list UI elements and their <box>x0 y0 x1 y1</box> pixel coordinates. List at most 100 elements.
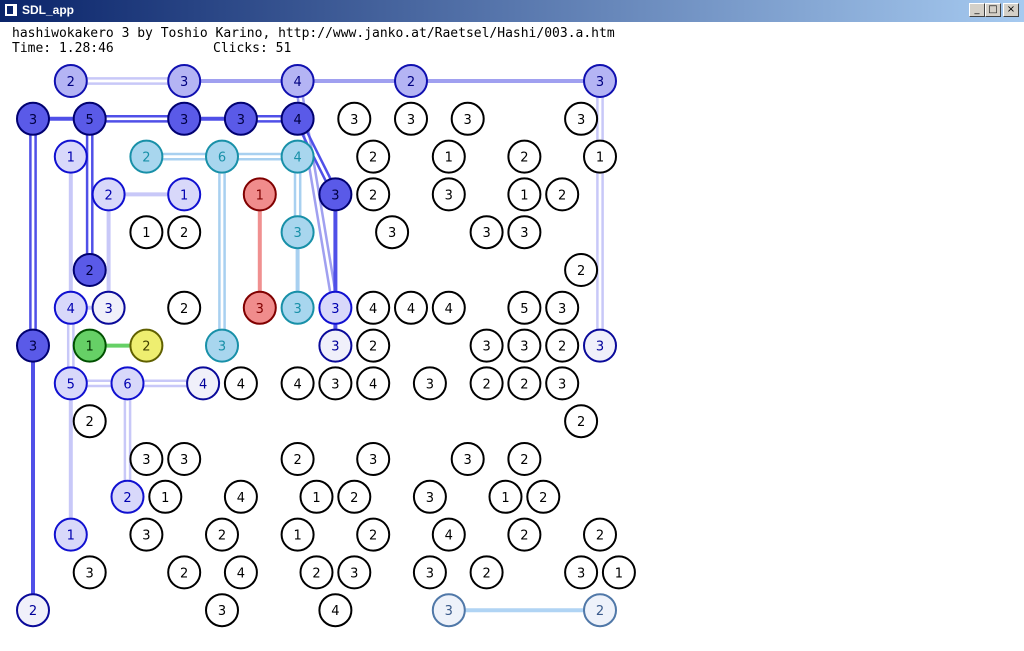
island-81[interactable]: 1 <box>299 479 334 514</box>
island-51[interactable]: 2 <box>129 328 164 363</box>
island-106[interactable]: 3 <box>431 593 466 628</box>
island-65[interactable]: 4 <box>356 366 391 401</box>
island-36[interactable]: 2 <box>72 253 107 287</box>
close-button[interactable]: × <box>1003 3 1019 17</box>
island-30[interactable]: 1 <box>129 215 164 250</box>
island-75[interactable]: 3 <box>356 442 391 476</box>
island-45[interactable]: 4 <box>394 290 428 325</box>
island-85[interactable]: 2 <box>526 479 561 514</box>
island-10[interactable]: 3 <box>337 101 372 136</box>
island-50[interactable]: 1 <box>72 328 107 363</box>
island-70[interactable]: 2 <box>72 404 107 439</box>
island-74[interactable]: 2 <box>280 442 315 476</box>
island-34[interactable]: 3 <box>469 215 504 250</box>
island-3[interactable]: 2 <box>394 64 428 98</box>
island-58[interactable]: 3 <box>583 328 617 363</box>
island-94[interactable]: 3 <box>72 555 107 590</box>
island-90[interactable]: 2 <box>356 517 391 552</box>
bridge-10[interactable] <box>29 118 37 346</box>
bridge-28[interactable] <box>123 383 132 497</box>
island-35[interactable]: 3 <box>507 215 542 250</box>
island-23[interactable]: 1 <box>167 177 202 212</box>
island-40[interactable]: 2 <box>167 290 202 325</box>
island-2[interactable]: 4 <box>280 64 315 98</box>
island-9[interactable]: 4 <box>280 101 315 136</box>
island-79[interactable]: 1 <box>148 479 183 514</box>
island-33[interactable]: 3 <box>375 215 410 250</box>
island-96[interactable]: 4 <box>223 555 258 590</box>
island-48[interactable]: 3 <box>545 290 580 325</box>
island-105[interactable]: 4 <box>318 593 353 628</box>
island-76[interactable]: 3 <box>450 442 485 476</box>
island-29[interactable]: 2 <box>545 177 580 212</box>
island-72[interactable]: 3 <box>129 442 164 476</box>
island-44[interactable]: 4 <box>356 290 391 325</box>
island-4[interactable]: 3 <box>583 64 617 98</box>
bridge-11[interactable] <box>85 118 94 270</box>
island-89[interactable]: 1 <box>280 517 315 552</box>
minimize-button[interactable]: _ <box>969 3 985 17</box>
island-67[interactable]: 2 <box>469 366 504 401</box>
island-19[interactable]: 1 <box>431 139 466 174</box>
island-16[interactable]: 6 <box>205 139 239 174</box>
puzzle-board[interactable]: 2 3 4 2 3 3 5 3 3 4 3 3 3 3 1 2 6 4 2 1 2 1 2 1 1 3 2 3 1 2 1 2 3 3 3 3 2 2 4 3… <box>0 22 1024 651</box>
island-98[interactable]: 3 <box>337 555 372 590</box>
island-102[interactable]: 1 <box>601 555 636 590</box>
island-42[interactable]: 3 <box>280 290 315 325</box>
island-73[interactable]: 3 <box>167 442 202 476</box>
island-52[interactable]: 3 <box>205 328 239 363</box>
island-104[interactable]: 3 <box>205 593 239 628</box>
island-83[interactable]: 3 <box>412 479 447 514</box>
island-39[interactable]: 3 <box>91 290 126 325</box>
island-5[interactable]: 3 <box>16 101 50 136</box>
island-101[interactable]: 3 <box>564 555 599 590</box>
island-61[interactable]: 4 <box>186 366 221 401</box>
island-82[interactable]: 2 <box>337 479 372 514</box>
island-14[interactable]: 1 <box>53 139 88 174</box>
island-12[interactable]: 3 <box>450 101 485 136</box>
island-21[interactable]: 1 <box>583 139 617 174</box>
island-84[interactable]: 1 <box>488 479 523 514</box>
island-7[interactable]: 3 <box>167 101 202 136</box>
island-66[interactable]: 3 <box>412 366 447 401</box>
island-31[interactable]: 2 <box>167 215 202 250</box>
island-60[interactable]: 6 <box>110 366 145 401</box>
island-57[interactable]: 2 <box>545 328 580 363</box>
island-87[interactable]: 3 <box>129 517 164 552</box>
island-27[interactable]: 3 <box>431 177 466 212</box>
island-49[interactable]: 3 <box>16 328 50 363</box>
island-97[interactable]: 2 <box>299 555 334 590</box>
island-62[interactable]: 4 <box>223 366 258 401</box>
island-28[interactable]: 1 <box>507 177 542 212</box>
island-8[interactable]: 3 <box>223 101 258 136</box>
island-0[interactable]: 2 <box>53 64 88 98</box>
island-15[interactable]: 2 <box>129 139 164 174</box>
island-68[interactable]: 2 <box>507 366 542 401</box>
bridge-5[interactable] <box>596 81 604 346</box>
island-6[interactable]: 5 <box>72 101 107 136</box>
island-71[interactable]: 2 <box>564 404 599 439</box>
island-17[interactable]: 4 <box>280 139 315 174</box>
island-41[interactable]: 3 <box>242 290 277 325</box>
title-bar[interactable]: SDL_app _ □ × <box>0 0 1024 22</box>
island-88[interactable]: 2 <box>205 517 239 552</box>
island-47[interactable]: 5 <box>507 290 542 325</box>
island-80[interactable]: 4 <box>223 479 258 514</box>
island-69[interactable]: 3 <box>545 366 580 401</box>
island-64[interactable]: 3 <box>318 366 353 401</box>
island-38[interactable]: 4 <box>53 290 88 325</box>
island-25[interactable]: 3 <box>318 177 353 212</box>
island-63[interactable]: 4 <box>280 366 315 401</box>
island-99[interactable]: 3 <box>412 555 447 590</box>
island-95[interactable]: 2 <box>167 555 202 590</box>
island-55[interactable]: 3 <box>469 328 504 363</box>
island-24[interactable]: 1 <box>242 177 277 212</box>
island-1[interactable]: 3 <box>167 64 202 98</box>
island-20[interactable]: 2 <box>507 139 542 174</box>
island-22[interactable]: 2 <box>91 177 126 212</box>
island-53[interactable]: 3 <box>318 328 353 363</box>
island-46[interactable]: 4 <box>431 290 466 325</box>
island-86[interactable]: 1 <box>53 517 88 552</box>
island-13[interactable]: 3 <box>564 101 599 136</box>
island-32[interactable]: 3 <box>280 215 315 250</box>
